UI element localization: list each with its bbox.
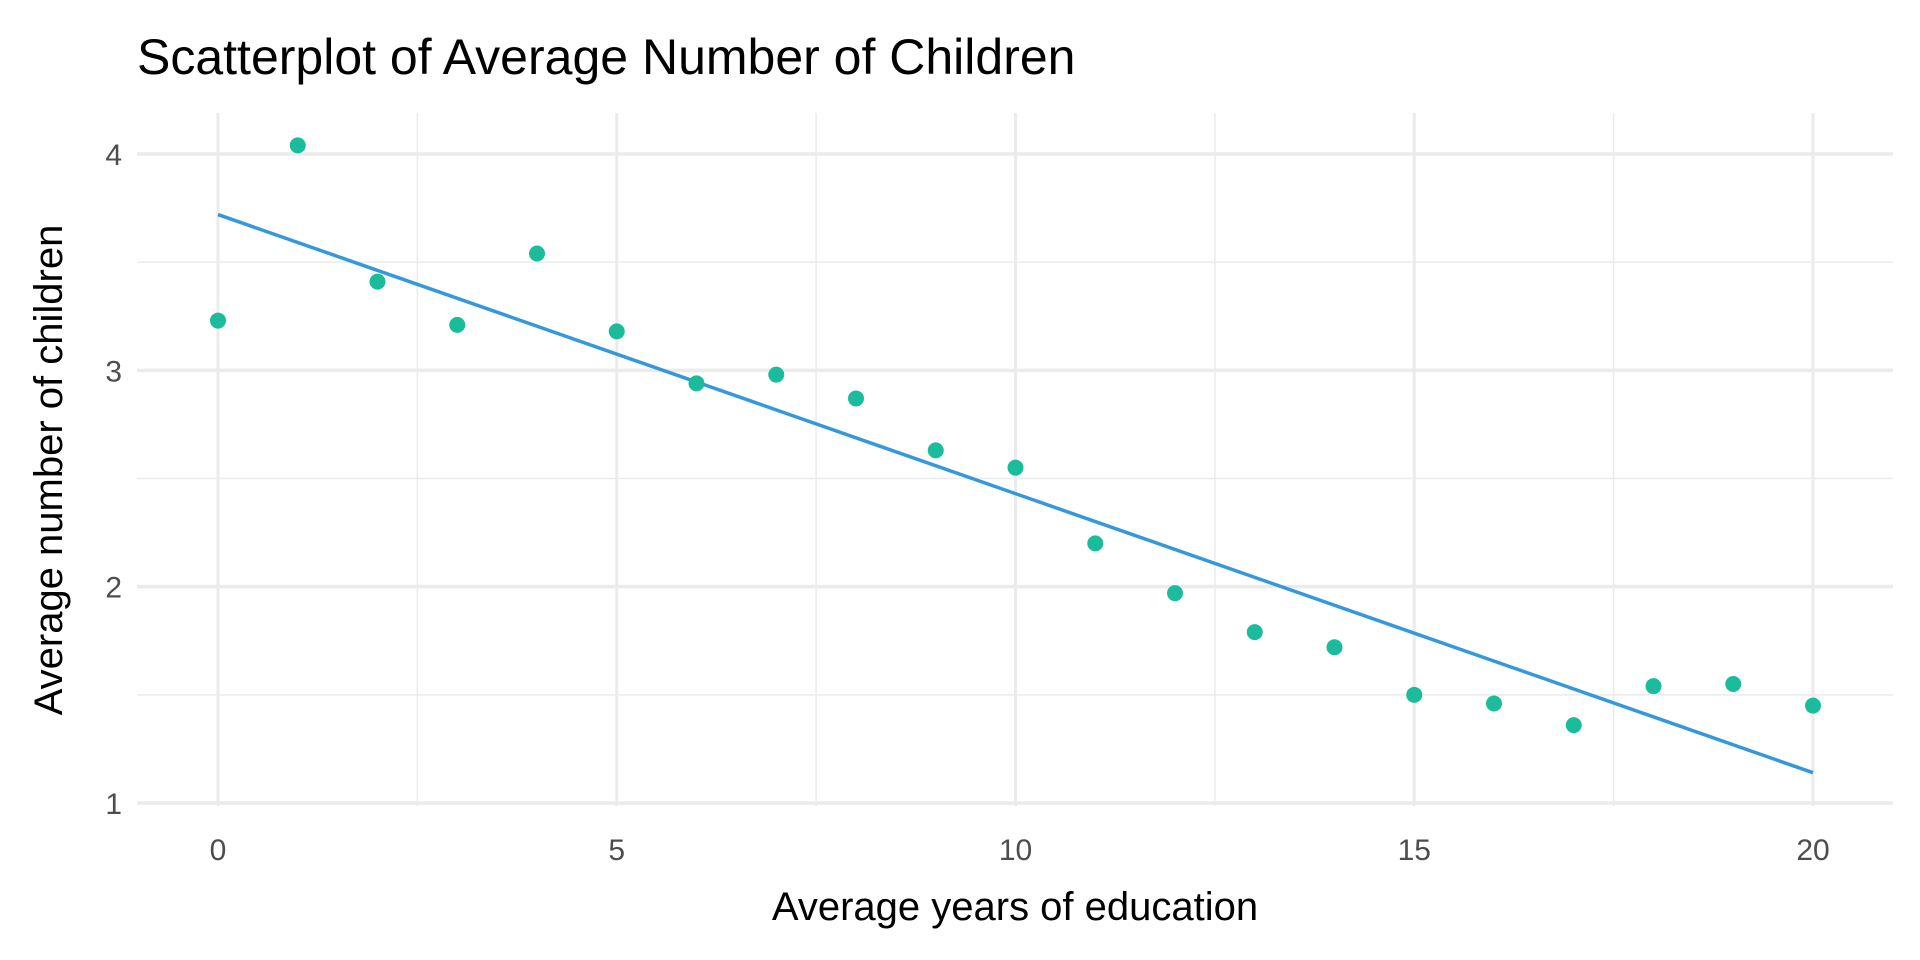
data-point	[1246, 624, 1263, 641]
x-tick-label: 15	[1398, 834, 1431, 867]
data-point	[1167, 585, 1183, 602]
data-point	[1087, 535, 1104, 552]
y-tick-label: 3	[105, 355, 122, 388]
data-point	[210, 312, 226, 329]
data-point	[768, 366, 785, 383]
data-point	[289, 137, 306, 154]
y-axis-title: Average number of children	[27, 225, 71, 716]
x-tick-label: 10	[999, 834, 1032, 867]
x-tick-label: 0	[210, 834, 227, 867]
data-point	[608, 323, 625, 340]
grid	[137, 113, 1893, 806]
x-tick-label: 20	[1796, 834, 1829, 867]
y-tick-label: 2	[105, 572, 122, 605]
data-point	[1007, 459, 1024, 476]
chart-title: Scatterplot of Average Number of Childre…	[137, 29, 1075, 85]
data-point	[449, 316, 466, 333]
data-point	[1326, 639, 1343, 656]
data-point	[848, 390, 864, 407]
data-point	[1406, 686, 1423, 703]
data-point	[529, 245, 545, 262]
y-tick-label: 1	[105, 788, 122, 821]
y-tick-labels: 1 2 3 4	[105, 139, 122, 821]
data-point	[688, 375, 705, 392]
x-tick-label: 5	[608, 834, 625, 867]
x-tick-labels: 0 5 10 15 20	[210, 834, 1830, 867]
data-point	[1645, 678, 1662, 695]
data-point	[927, 442, 944, 459]
data-point	[1725, 676, 1742, 693]
y-tick-label: 4	[105, 139, 122, 172]
data-point	[1805, 697, 1821, 714]
data-point	[369, 273, 386, 290]
data-marks	[210, 137, 1821, 775]
data-point	[1486, 695, 1502, 712]
data-point	[1565, 717, 1582, 734]
x-axis-title: Average years of education	[772, 885, 1258, 929]
regression-line	[217, 212, 1814, 775]
